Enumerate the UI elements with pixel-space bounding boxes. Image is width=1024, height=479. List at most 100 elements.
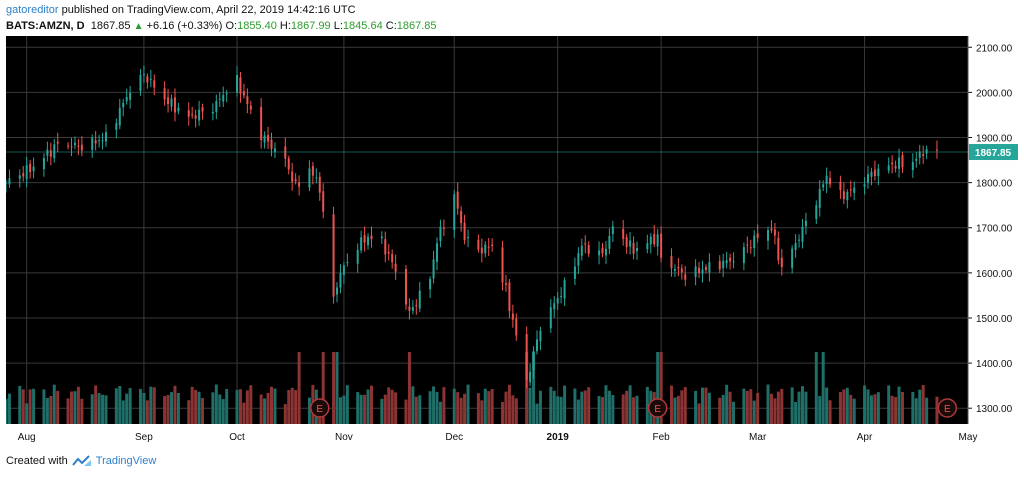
earnings-marker-label: E [654,404,661,415]
candle-body [415,305,418,307]
volume-bar [56,390,60,424]
candle-body [604,248,607,256]
ohlc-line: BATS:AMZN, D 1867.85 ▲ +6.16 (+0.33%) O:… [6,20,437,32]
candle-body [467,237,470,239]
candle-body [922,154,925,156]
volume-bar [273,388,277,424]
volume-bar [828,400,832,424]
volume-bar [597,396,601,424]
candle-body [525,334,528,380]
y-tick-label: 1300.00 [976,404,1013,415]
volume-bar [935,396,939,424]
candle-body [42,158,45,170]
author-link[interactable]: gatoreditor [6,4,59,16]
volume-bar [866,389,870,424]
candle-body [163,88,166,100]
volume-bar [480,400,484,424]
volume-bar [559,396,563,424]
volume-bar [411,386,415,424]
candle-body [142,74,145,76]
volume-bar [873,394,877,424]
open-value: 1855.40 [237,20,277,32]
volume-bar [321,352,325,424]
volume-bar [338,397,342,424]
candle-body [825,175,828,185]
volume-bar [728,391,732,424]
tradingview-brand-link[interactable]: TradingView [95,455,157,467]
volume-bar [773,398,777,424]
volume-bar [387,387,391,424]
y-tick-label: 1500.00 [976,314,1013,325]
candle-body [270,139,273,149]
volume-bar [335,352,339,424]
candle-body [408,306,411,311]
volume-bar [28,389,32,424]
volume-bar [138,388,142,424]
volume-bar [466,384,470,424]
volume-bar [118,386,122,424]
candle-body [267,135,270,142]
candle-body [804,220,807,227]
candle-body [432,259,435,279]
volume-bar [80,398,84,424]
volume-bar [438,401,442,424]
volume-bar [242,402,246,424]
candle-body [598,250,601,256]
volume-bar [342,395,346,424]
volume-bar [73,391,77,424]
candles [5,65,938,389]
volume-bar [838,392,842,424]
volume-bar [104,395,108,424]
volume-bar [535,403,539,424]
volume-bar [732,401,736,424]
candle-body [773,229,776,236]
candle-body [29,163,32,173]
candle-body [477,239,480,250]
volume-bar [94,385,98,424]
candle-body [215,101,218,113]
candle-body [363,234,366,243]
volume-bar [721,394,725,424]
candle-body [770,228,773,231]
candle-body [236,74,239,93]
volume-bar [683,387,687,424]
candle-body [32,166,35,172]
volume-bar [187,400,191,424]
volume-bar [694,390,698,424]
candle-body [918,151,921,158]
x-tick-label: Apr [857,432,873,443]
last-price-tag [969,144,1018,161]
candle-body [342,265,345,276]
candle-body [480,247,483,254]
candle-body [560,295,563,297]
volume-bar [283,404,287,424]
volume-bar [145,400,149,424]
close-value: 1867.85 [396,20,437,32]
volume-bar [307,397,311,424]
volume-bar [604,385,608,424]
volume-bar [259,394,263,424]
candle-body [291,171,294,182]
y-tick-label: 1800.00 [976,179,1013,190]
volume-bar [266,392,270,424]
volume-bar [269,386,273,424]
candle-body [935,149,938,151]
candle-body [149,78,152,80]
candle-body [122,102,125,108]
volume-bar [476,393,480,424]
candle-body [901,155,904,168]
candle-body [380,236,383,239]
candle-body [336,287,339,295]
candle-body [249,105,252,110]
volume-bar [4,398,8,424]
volume-bar [897,386,901,424]
candle-body [5,182,7,184]
candle-body [308,168,311,188]
volume-bar [756,392,760,424]
volume-bar [442,387,446,424]
earnings-marker-icon [310,398,330,418]
candle-body [70,146,73,148]
